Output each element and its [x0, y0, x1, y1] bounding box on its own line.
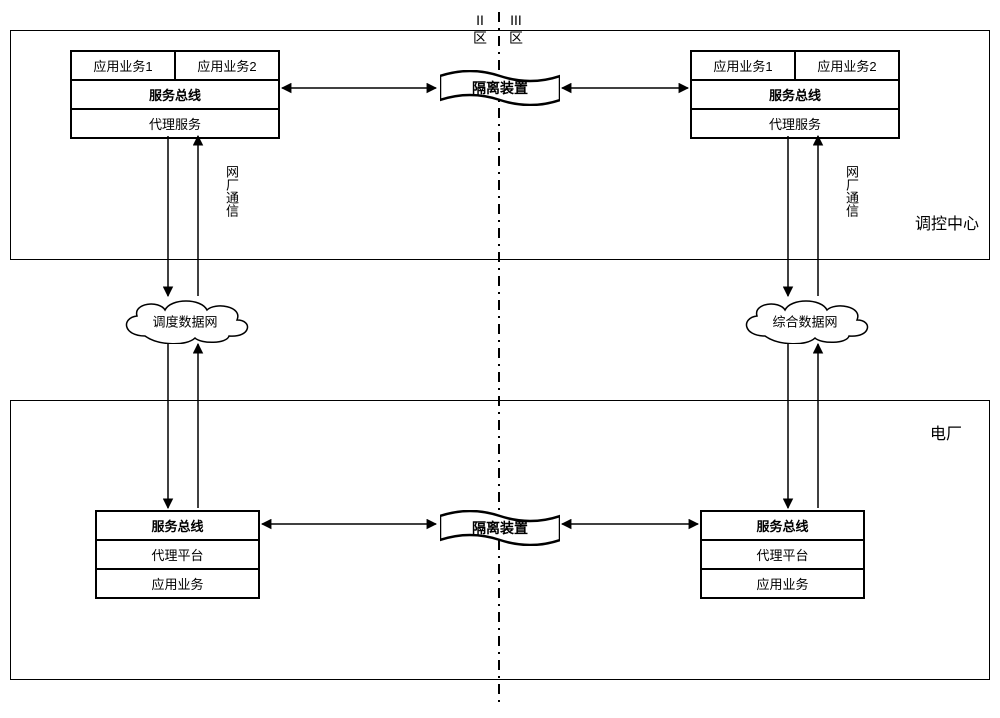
arrows-layer	[0, 0, 1000, 718]
